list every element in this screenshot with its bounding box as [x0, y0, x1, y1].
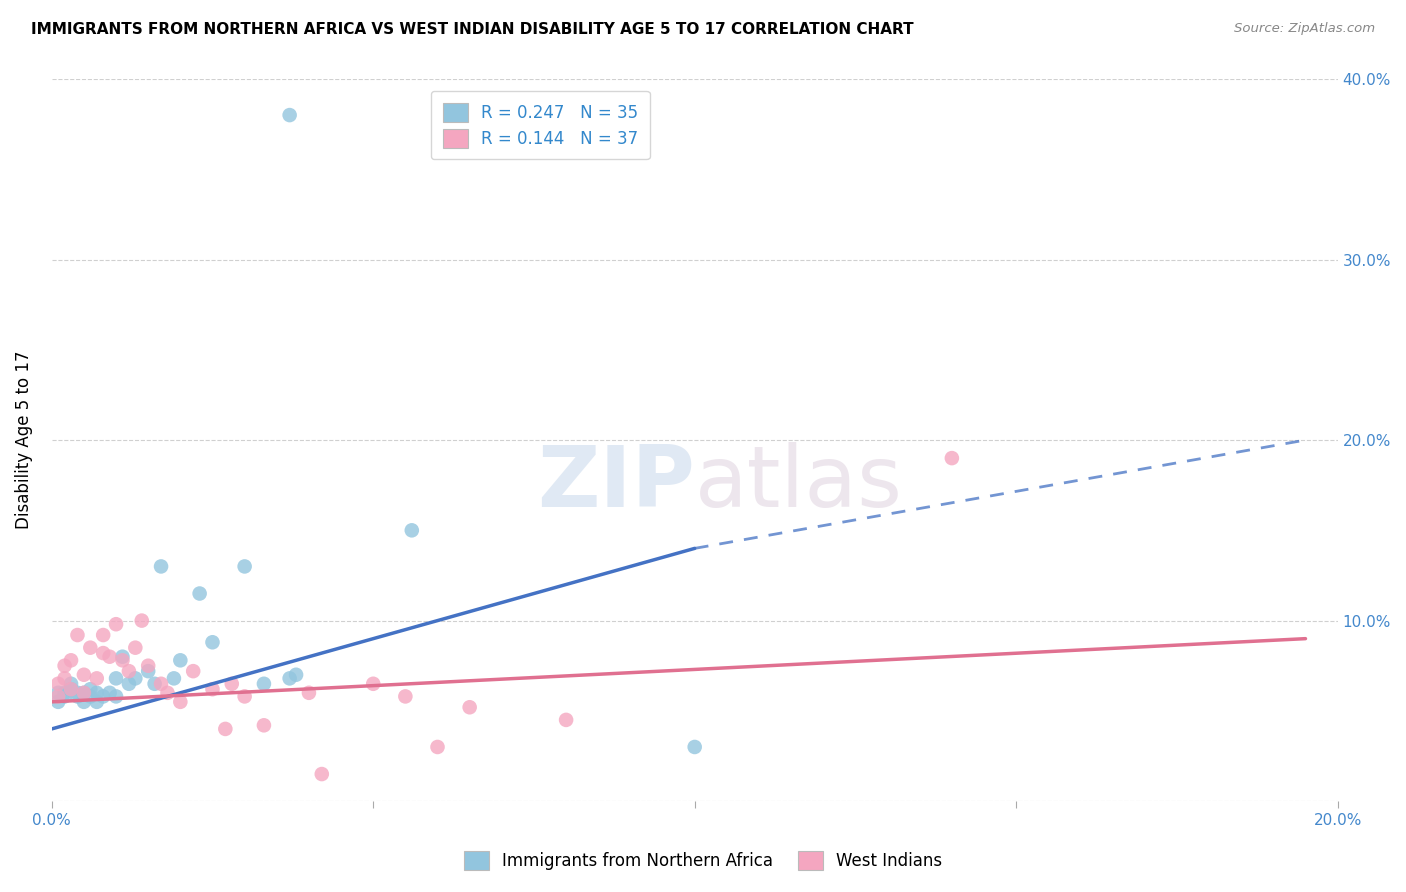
- Y-axis label: Disability Age 5 to 17: Disability Age 5 to 17: [15, 351, 32, 529]
- Point: [66, 628, 89, 642]
- Point: [53, 686, 76, 700]
- Point: [73, 695, 96, 709]
- Point: [458, 700, 481, 714]
- Point: [941, 451, 963, 466]
- Point: [66, 690, 89, 704]
- Point: [233, 690, 256, 704]
- Point: [401, 524, 423, 538]
- Point: [124, 640, 146, 655]
- Point: [46, 690, 69, 704]
- Point: [111, 653, 134, 667]
- Point: [118, 664, 141, 678]
- Point: [426, 739, 449, 754]
- Point: [73, 667, 96, 681]
- Point: [105, 617, 128, 632]
- Point: [311, 767, 333, 781]
- Point: [66, 686, 89, 700]
- Point: [394, 690, 416, 704]
- Legend: R = 0.247   N = 35, R = 0.144   N = 37: R = 0.247 N = 35, R = 0.144 N = 37: [432, 91, 650, 160]
- Point: [118, 677, 141, 691]
- Point: [86, 672, 108, 686]
- Point: [79, 682, 101, 697]
- Point: [278, 108, 301, 122]
- Point: [169, 695, 191, 709]
- Point: [105, 690, 128, 704]
- Point: [136, 664, 159, 678]
- Point: [46, 677, 69, 691]
- Point: [188, 586, 211, 600]
- Point: [163, 672, 186, 686]
- Point: [233, 559, 256, 574]
- Point: [60, 682, 83, 697]
- Point: [201, 635, 224, 649]
- Point: [181, 664, 204, 678]
- Point: [46, 686, 69, 700]
- Point: [53, 658, 76, 673]
- Point: [150, 677, 173, 691]
- Point: [214, 722, 236, 736]
- Point: [555, 713, 578, 727]
- Point: [298, 686, 321, 700]
- Point: [60, 653, 83, 667]
- Point: [53, 690, 76, 704]
- Text: atlas: atlas: [695, 442, 903, 524]
- Point: [79, 690, 101, 704]
- Point: [150, 559, 173, 574]
- Point: [60, 682, 83, 697]
- Point: [221, 677, 243, 691]
- Point: [46, 695, 69, 709]
- Point: [86, 695, 108, 709]
- Text: Source: ZipAtlas.com: Source: ZipAtlas.com: [1234, 22, 1375, 36]
- Point: [73, 686, 96, 700]
- Point: [361, 677, 384, 691]
- Point: [131, 614, 153, 628]
- Text: ZIP: ZIP: [537, 442, 695, 524]
- Point: [253, 718, 276, 732]
- Point: [201, 682, 224, 697]
- Point: [156, 686, 179, 700]
- Point: [278, 672, 301, 686]
- Point: [98, 686, 121, 700]
- Point: [683, 739, 706, 754]
- Point: [79, 640, 101, 655]
- Point: [143, 677, 166, 691]
- Point: [86, 686, 108, 700]
- Point: [73, 686, 96, 700]
- Text: IMMIGRANTS FROM NORTHERN AFRICA VS WEST INDIAN DISABILITY AGE 5 TO 17 CORRELATIO: IMMIGRANTS FROM NORTHERN AFRICA VS WEST …: [31, 22, 914, 37]
- Point: [285, 667, 308, 681]
- Point: [53, 672, 76, 686]
- Legend: Immigrants from Northern Africa, West Indians: Immigrants from Northern Africa, West In…: [457, 844, 949, 877]
- Point: [253, 677, 276, 691]
- Point: [91, 628, 114, 642]
- Point: [60, 677, 83, 691]
- Point: [105, 672, 128, 686]
- Point: [98, 649, 121, 664]
- Point: [91, 646, 114, 660]
- Point: [124, 672, 146, 686]
- Point: [136, 658, 159, 673]
- Point: [169, 653, 191, 667]
- Point: [111, 649, 134, 664]
- Point: [91, 690, 114, 704]
